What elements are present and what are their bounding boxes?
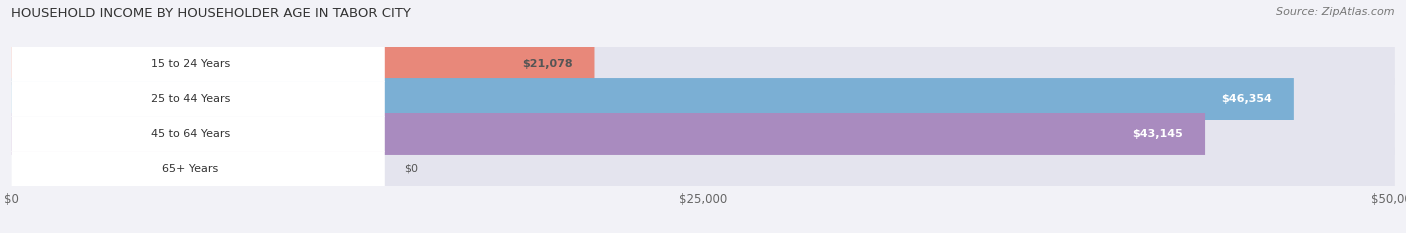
Text: HOUSEHOLD INCOME BY HOUSEHOLDER AGE IN TABOR CITY: HOUSEHOLD INCOME BY HOUSEHOLDER AGE IN T… [11, 7, 411, 20]
FancyBboxPatch shape [11, 148, 1395, 190]
Text: $46,354: $46,354 [1220, 94, 1272, 104]
FancyBboxPatch shape [11, 78, 1395, 120]
FancyBboxPatch shape [11, 116, 385, 152]
Text: Source: ZipAtlas.com: Source: ZipAtlas.com [1277, 7, 1395, 17]
Text: 65+ Years: 65+ Years [163, 164, 219, 174]
Text: 15 to 24 Years: 15 to 24 Years [150, 59, 231, 69]
FancyBboxPatch shape [11, 43, 595, 85]
Text: $21,078: $21,078 [522, 59, 572, 69]
FancyBboxPatch shape [11, 113, 1395, 155]
Text: 25 to 44 Years: 25 to 44 Years [150, 94, 231, 104]
Text: $43,145: $43,145 [1132, 129, 1182, 139]
FancyBboxPatch shape [11, 43, 1395, 85]
FancyBboxPatch shape [11, 113, 1205, 155]
FancyBboxPatch shape [11, 81, 385, 117]
FancyBboxPatch shape [11, 46, 385, 82]
FancyBboxPatch shape [11, 78, 1294, 120]
Text: 45 to 64 Years: 45 to 64 Years [150, 129, 231, 139]
FancyBboxPatch shape [11, 151, 385, 187]
Text: $0: $0 [404, 164, 418, 174]
